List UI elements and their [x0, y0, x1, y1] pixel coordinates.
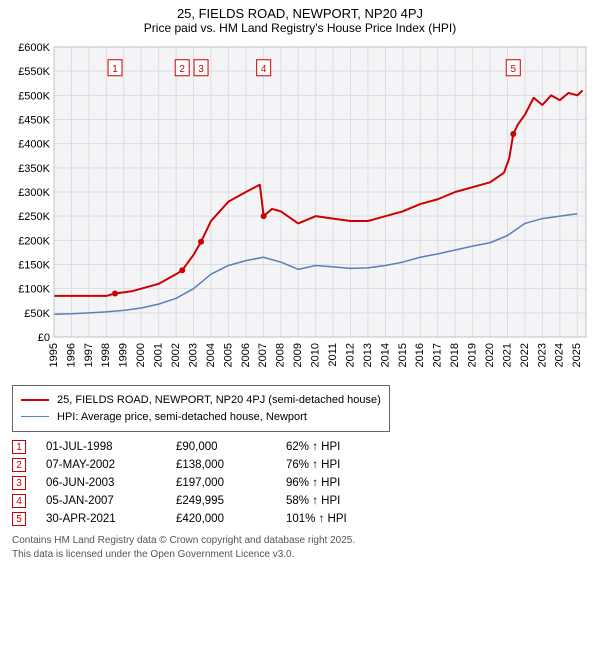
svg-text:£0: £0: [38, 332, 50, 344]
chart-title: 25, FIELDS ROAD, NEWPORT, NP20 4PJ: [8, 6, 592, 21]
svg-text:2009: 2009: [292, 343, 304, 367]
svg-text:2016: 2016: [414, 343, 426, 367]
table-row: 1 01-JUL-1998 £90,000 62% ↑ HPI: [12, 438, 588, 456]
svg-text:£150K: £150K: [18, 260, 50, 272]
svg-text:2003: 2003: [187, 343, 199, 367]
svg-text:£100K: £100K: [18, 284, 50, 296]
svg-text:£250K: £250K: [18, 211, 50, 223]
chart-subtitle: Price paid vs. HM Land Registry's House …: [8, 21, 592, 35]
svg-text:4: 4: [261, 64, 267, 75]
svg-text:2007: 2007: [257, 343, 269, 367]
svg-text:1997: 1997: [83, 343, 95, 367]
svg-text:1: 1: [112, 64, 118, 75]
sale-price: £90,000: [176, 441, 266, 453]
legend-label: HPI: Average price, semi-detached house,…: [57, 409, 307, 426]
svg-text:2015: 2015: [397, 343, 409, 367]
svg-text:£300K: £300K: [18, 187, 50, 199]
price-chart: £0 £50K £100K £150K £200K £250K £300K £350K £400…: [8, 39, 592, 379]
disclaimer-line: Contains HM Land Registry data © Crown c…: [12, 534, 588, 548]
svg-text:£200K: £200K: [18, 235, 50, 247]
svg-text:2020: 2020: [484, 343, 496, 367]
svg-text:2023: 2023: [536, 343, 548, 367]
sale-vs-hpi: 58% ↑ HPI: [286, 495, 340, 507]
svg-text:2012: 2012: [344, 343, 356, 367]
disclaimer-line: This data is licensed under the Open Gov…: [12, 548, 588, 562]
sale-marker-badge: 2: [12, 458, 26, 472]
table-row: 3 06-JUN-2003 £197,000 96% ↑ HPI: [12, 474, 588, 492]
svg-text:2013: 2013: [362, 343, 374, 367]
svg-text:2018: 2018: [449, 343, 461, 367]
sale-price: £249,995: [176, 495, 266, 507]
sale-marker-badge: 3: [12, 476, 26, 490]
table-row: 4 05-JAN-2007 £249,995 58% ↑ HPI: [12, 492, 588, 510]
svg-text:2004: 2004: [205, 343, 217, 367]
svg-text:2022: 2022: [519, 343, 531, 367]
svg-text:2: 2: [179, 64, 185, 75]
svg-text:2001: 2001: [153, 343, 165, 367]
svg-text:£600K: £600K: [18, 42, 50, 54]
legend-swatch: [21, 416, 49, 417]
svg-text:2014: 2014: [379, 343, 391, 367]
svg-text:2005: 2005: [222, 343, 234, 367]
sale-date: 07-MAY-2002: [46, 459, 156, 471]
sale-marker-badge: 1: [12, 440, 26, 454]
svg-text:2024: 2024: [554, 343, 566, 367]
sale-vs-hpi: 101% ↑ HPI: [286, 513, 347, 525]
svg-text:2008: 2008: [275, 343, 287, 367]
svg-text:2017: 2017: [432, 343, 444, 367]
svg-text:£350K: £350K: [18, 163, 50, 175]
svg-text:1999: 1999: [118, 343, 130, 367]
sale-date: 06-JUN-2003: [46, 477, 156, 489]
legend-item: HPI: Average price, semi-detached house,…: [21, 409, 381, 426]
legend-swatch: [21, 399, 49, 401]
sales-table: 1 01-JUL-1998 £90,000 62% ↑ HPI 2 07-MAY-2002…: [12, 438, 588, 528]
svg-text:2019: 2019: [467, 343, 479, 367]
legend-item: 25, FIELDS ROAD, NEWPORT, NP20 4PJ (semi…: [21, 392, 381, 409]
svg-text:2025: 2025: [571, 343, 583, 367]
sale-vs-hpi: 62% ↑ HPI: [286, 441, 340, 453]
svg-text:2011: 2011: [327, 343, 339, 367]
sale-price: £197,000: [176, 477, 266, 489]
sale-date: 05-JAN-2007: [46, 495, 156, 507]
sale-price: £420,000: [176, 513, 266, 525]
svg-text:3: 3: [198, 64, 204, 75]
sale-marker-badge: 4: [12, 494, 26, 508]
sale-date: 01-JUL-1998: [46, 441, 156, 453]
table-row: 5 30-APR-2021 £420,000 101% ↑ HPI: [12, 510, 588, 528]
svg-text:2002: 2002: [170, 343, 182, 367]
svg-text:£50K: £50K: [24, 308, 50, 320]
table-row: 2 07-MAY-2002 £138,000 76% ↑ HPI: [12, 456, 588, 474]
svg-text:2021: 2021: [501, 343, 513, 367]
svg-text:1998: 1998: [100, 343, 112, 367]
svg-text:5: 5: [510, 64, 516, 75]
svg-text:£400K: £400K: [18, 139, 50, 151]
chart-legend: 25, FIELDS ROAD, NEWPORT, NP20 4PJ (semi…: [12, 385, 390, 432]
sale-vs-hpi: 96% ↑ HPI: [286, 477, 340, 489]
license-disclaimer: Contains HM Land Registry data © Crown c…: [12, 534, 588, 561]
legend-label: 25, FIELDS ROAD, NEWPORT, NP20 4PJ (semi…: [57, 392, 381, 409]
svg-text:1995: 1995: [48, 343, 60, 367]
sale-price: £138,000: [176, 459, 266, 471]
svg-text:1996: 1996: [65, 343, 77, 367]
svg-text:2006: 2006: [240, 343, 252, 367]
sale-marker-badge: 5: [12, 512, 26, 526]
svg-text:2010: 2010: [310, 343, 322, 367]
sale-vs-hpi: 76% ↑ HPI: [286, 459, 340, 471]
svg-text:£450K: £450K: [18, 115, 50, 127]
svg-text:2000: 2000: [135, 343, 147, 367]
svg-text:£550K: £550K: [18, 66, 50, 78]
sale-date: 30-APR-2021: [46, 513, 156, 525]
svg-text:£500K: £500K: [18, 90, 50, 102]
